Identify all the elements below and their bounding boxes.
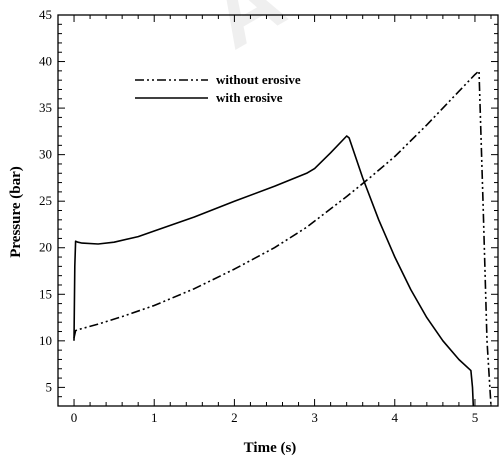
x-axis-label: Time (s)	[244, 440, 297, 456]
y-tick-label: 10	[39, 333, 52, 348]
y-tick-label: 40	[39, 54, 52, 69]
series-line-1	[73, 135, 475, 407]
y-axis-ticks: 5 10 15 20 25 30 35 40 45	[39, 7, 498, 398]
x-tick-label: 2	[231, 410, 238, 425]
x-tick-label: 4	[392, 410, 399, 425]
x-tick-label: 1	[151, 410, 158, 425]
series-line-0	[73, 70, 492, 407]
x-tick-label: 0	[71, 410, 78, 425]
legend-label-1: with erosive	[216, 90, 283, 105]
y-axis-label: Pressure (bar)	[8, 166, 24, 258]
y-tick-label: 30	[39, 147, 52, 162]
x-tick-label: 3	[311, 410, 318, 425]
watermark: A	[192, 0, 301, 68]
y-tick-label: 5	[46, 379, 53, 394]
x-axis-ticks: 0 1 2 3 4 5	[71, 15, 492, 425]
legend: without erosive with erosive	[135, 72, 301, 105]
y-tick-label: 15	[39, 286, 52, 301]
legend-label-0: without erosive	[216, 72, 301, 87]
x-tick-label: 5	[472, 410, 479, 425]
y-tick-label: 45	[39, 7, 52, 22]
y-tick-label: 25	[39, 193, 52, 208]
series-layer	[73, 70, 492, 407]
y-tick-label: 20	[39, 240, 52, 255]
y-tick-label: 35	[39, 100, 52, 115]
